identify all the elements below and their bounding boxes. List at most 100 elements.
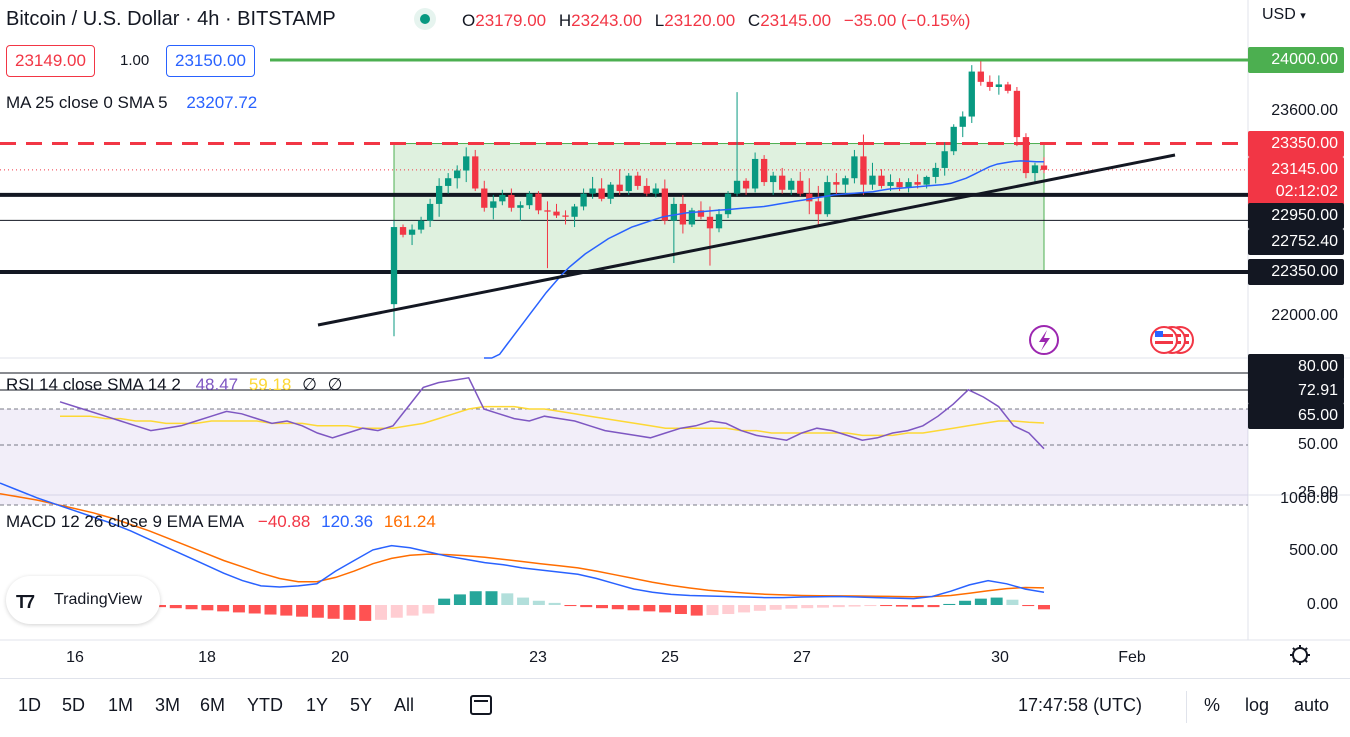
candle — [435, 178, 443, 217]
macd-legend[interactable]: MACD 12 26 close 9 EMA EMA −40.88 120.36… — [6, 512, 436, 532]
rsi-legend-extra: ∅ — [327, 375, 343, 394]
rsi-line — [59, 376, 1045, 450]
candle-body — [977, 71, 984, 82]
rsi-sma-line — [60, 405, 1045, 437]
macd-histogram-bar — [232, 605, 245, 613]
candle-body — [643, 185, 650, 194]
candle-body — [553, 211, 560, 216]
currency-selector[interactable]: USD ▾ — [1262, 6, 1306, 24]
bar-countdown: 02:12:02 — [1248, 179, 1344, 205]
candle-body — [463, 156, 470, 171]
candle — [472, 149, 479, 192]
utc-clock[interactable]: 17:47:58 (UTC) — [1018, 695, 1143, 715]
range-button-ytd[interactable]: YTD — [247, 695, 283, 715]
rsi-legend-extra: ∅ — [302, 375, 317, 394]
flag-stripe — [1155, 341, 1173, 344]
candle-body — [1031, 165, 1039, 174]
macd-signal-line — [0, 492, 1045, 598]
candle-body — [454, 170, 461, 179]
price-label-level: 22752.40 — [1248, 229, 1344, 255]
candle-body — [986, 81, 993, 87]
macd-histogram-bar — [785, 605, 798, 609]
sell-button[interactable]: 23149.00 — [6, 45, 95, 77]
symbol-title[interactable]: Bitcoin / U.S. Dollar · 4h · BITSTAMP — [6, 8, 336, 30]
range-button-1m[interactable]: 1M — [108, 695, 134, 715]
range-button-1y[interactable]: 1Y — [306, 695, 329, 715]
macd-histogram-bar — [817, 605, 829, 608]
candle — [806, 178, 813, 215]
candle-body — [580, 193, 587, 207]
macd-histogram-bar — [422, 605, 435, 614]
price-axis-tick: 23600.00 — [1271, 102, 1338, 119]
price-axis-tick: 22000.00 — [1271, 307, 1338, 324]
candle-body — [1004, 84, 1012, 91]
candle — [932, 162, 939, 184]
candle — [842, 175, 849, 194]
ohlc-key: O — [462, 11, 476, 30]
candle-body — [607, 184, 614, 199]
price-label-support-low: 22350.00 — [1248, 259, 1344, 285]
rsi-axis-label-80: 80.00 — [1248, 354, 1344, 380]
rsi-band — [0, 409, 1248, 505]
candle — [417, 216, 425, 234]
candle — [815, 185, 822, 225]
candle — [1004, 81, 1012, 94]
macd-axis-tick: 500.00 — [1289, 542, 1338, 559]
rsi-legend[interactable]: RSI 14 close SMA 14 2 48.47 59.18 ∅ ∅ — [6, 375, 342, 395]
range-button-5d[interactable]: 5D — [62, 695, 86, 715]
rsi-axis-tick: 25.00 — [1297, 484, 1338, 501]
candle — [797, 171, 804, 197]
ohlc-open: 23179.00 — [475, 11, 547, 30]
percent-scale-button[interactable]: % — [1204, 695, 1221, 715]
candle — [625, 173, 632, 195]
candle-body — [544, 210, 551, 212]
candle — [977, 61, 984, 86]
macd-histogram-bar — [580, 605, 593, 608]
range-button-1d[interactable]: 1D — [18, 695, 42, 715]
candle-body — [932, 167, 939, 177]
macd-histogram-bar — [769, 605, 782, 610]
candle-body — [417, 220, 425, 230]
macd-histogram-bar — [611, 605, 624, 610]
range-button-3m[interactable]: 3M — [155, 695, 181, 715]
macd-histogram-bar — [880, 605, 893, 607]
candle-body — [1022, 137, 1030, 174]
range-button-6m[interactable]: 6M — [200, 695, 226, 715]
candle — [1022, 133, 1030, 179]
macd-histogram-bar — [390, 605, 403, 618]
candle — [688, 207, 696, 228]
tradingview-logo[interactable]: T7 TradingView — [6, 576, 160, 624]
date-range-icon[interactable] — [470, 695, 492, 715]
candle-body — [625, 175, 632, 192]
ma-legend[interactable]: MA 25 close 0 SMA 5 23207.72 — [6, 93, 257, 113]
us-flag-event-icon — [1150, 326, 1194, 354]
macd-histogram-bar — [248, 605, 261, 614]
macd-histogram-bar — [548, 602, 561, 605]
macd-histogram-bar — [485, 591, 498, 605]
macd-histogram-bar — [185, 605, 198, 610]
macd-histogram-bar — [201, 605, 214, 611]
candle — [490, 194, 497, 220]
time-axis-tick: 18 — [198, 649, 216, 666]
log-scale-button[interactable]: log — [1245, 695, 1270, 715]
macd-histogram-bar — [753, 605, 766, 611]
gear-ring — [1292, 647, 1308, 663]
candle-body — [390, 227, 398, 305]
candle — [652, 183, 659, 198]
tradingview-mark-icon: T7 — [16, 592, 35, 612]
gear-icon[interactable] — [1290, 645, 1310, 665]
buy-button[interactable]: 23150.00 — [166, 45, 255, 77]
auto-scale-button[interactable]: auto — [1294, 695, 1330, 715]
ohlc-key: H — [558, 11, 572, 30]
chevron-down-icon: ▾ — [1300, 10, 1306, 22]
candle-body — [950, 126, 957, 152]
range-button-5y[interactable]: 5Y — [350, 695, 373, 715]
macd-histogram-bar — [927, 605, 940, 608]
candle-body — [598, 188, 605, 199]
candle-body — [733, 180, 741, 194]
range-button-all[interactable]: All — [394, 695, 415, 715]
ohlc-change: −35.00 (−0.15%) — [843, 11, 971, 30]
candle — [724, 191, 732, 219]
ma-legend-value: 23207.72 — [186, 93, 258, 112]
